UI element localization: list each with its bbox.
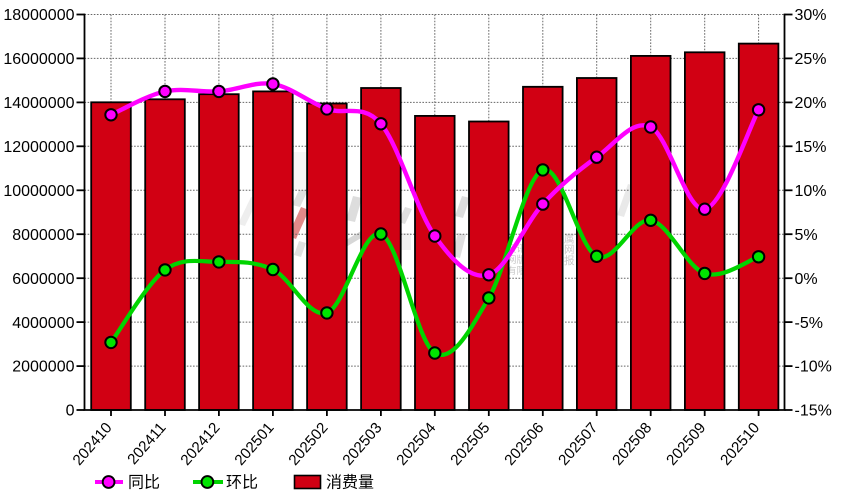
svg-text:网版: 网版 (507, 254, 527, 266)
svg-text:2000000: 2000000 (12, 359, 74, 376)
svg-text:报: 报 (564, 254, 575, 267)
svg-text:属: 属 (564, 233, 575, 245)
svg-text:-5%: -5% (795, 315, 823, 332)
svg-text:14000000: 14000000 (3, 95, 74, 112)
svg-text:-15%: -15% (795, 403, 832, 420)
svg-text:16000000: 16000000 (3, 51, 74, 68)
svg-text:有限: 有限 (507, 265, 527, 277)
svg-text:12000000: 12000000 (3, 139, 74, 156)
svg-text:18000000: 18000000 (3, 7, 74, 24)
svg-text:资讯: 资讯 (507, 244, 527, 255)
svg-text:-10%: -10% (795, 359, 832, 376)
svg-text:10%: 10% (795, 183, 827, 200)
svg-text:0%: 0% (795, 271, 818, 288)
svg-text:8000000: 8000000 (12, 227, 74, 244)
svg-text:10000000: 10000000 (3, 183, 74, 200)
svg-text:30%: 30% (795, 7, 827, 24)
svg-text:5%: 5% (795, 227, 818, 244)
svg-text:25%: 25% (795, 51, 827, 68)
svg-text:同比: 同比 (128, 474, 160, 492)
svg-text:消费量: 消费量 (326, 474, 374, 492)
svg-text:环比: 环比 (226, 474, 258, 492)
svg-text:6000000: 6000000 (12, 271, 74, 288)
svg-text:0: 0 (66, 403, 75, 420)
svg-text:15%: 15% (795, 139, 827, 156)
svg-text:20%: 20% (795, 95, 827, 112)
svg-text:网: 网 (564, 244, 575, 256)
svg-text:4000000: 4000000 (12, 315, 74, 332)
